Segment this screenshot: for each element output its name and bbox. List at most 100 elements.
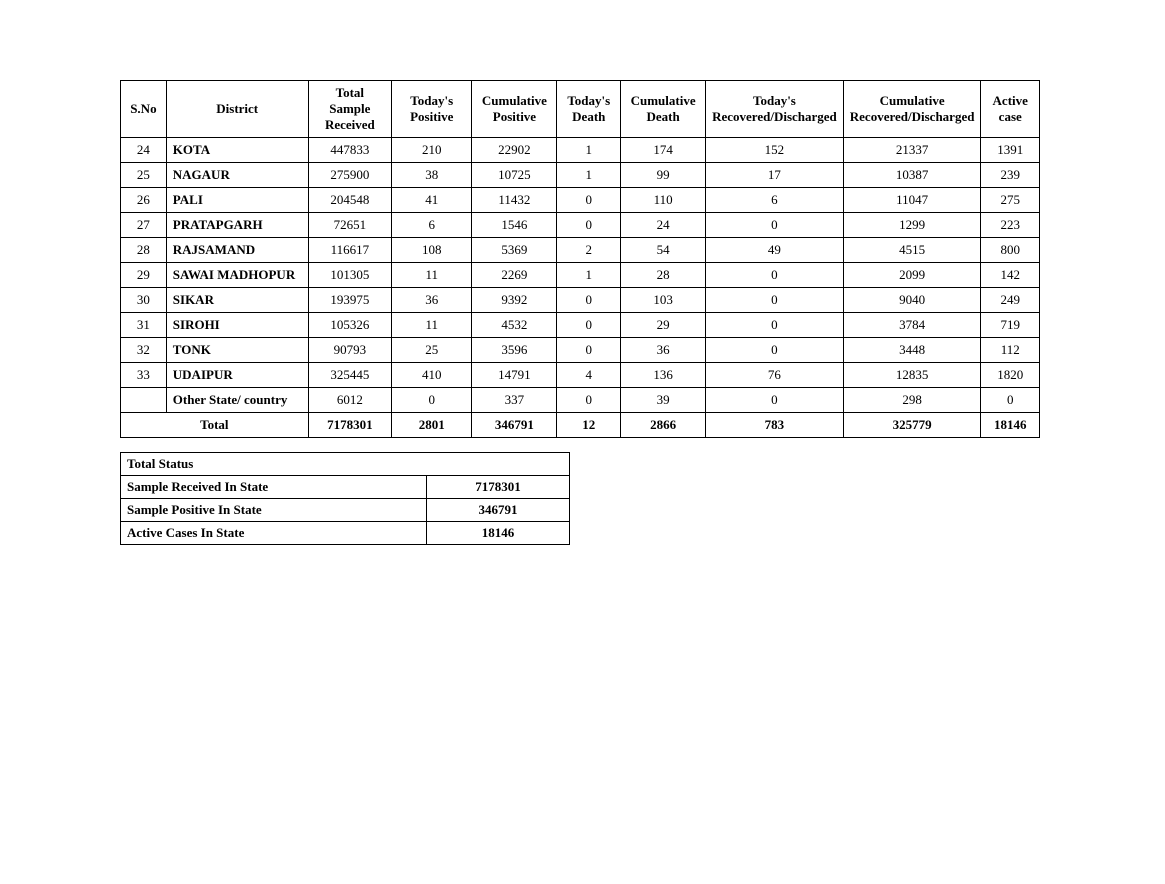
cell-act: 800 bbox=[981, 238, 1040, 263]
status-label: Sample Positive In State bbox=[121, 499, 427, 522]
cell-trec: 0 bbox=[706, 388, 844, 413]
cell-crec: 4515 bbox=[843, 238, 981, 263]
cell-trec: 49 bbox=[706, 238, 844, 263]
cell-sno: 25 bbox=[121, 163, 167, 188]
cell-tpos: 38 bbox=[392, 163, 472, 188]
cell-trec: 0 bbox=[706, 338, 844, 363]
cell-district: SIROHI bbox=[166, 313, 308, 338]
cell-sample: 101305 bbox=[308, 263, 391, 288]
cell-sample: 105326 bbox=[308, 313, 391, 338]
cell-cdth: 103 bbox=[621, 288, 706, 313]
cell-trec: 152 bbox=[706, 138, 844, 163]
status-label: Sample Received In State bbox=[121, 476, 427, 499]
cell-cpos: 5369 bbox=[472, 238, 557, 263]
cell-crec: 3784 bbox=[843, 313, 981, 338]
cell-trec: 76 bbox=[706, 363, 844, 388]
table-row: 28RAJSAMAND1166171085369254494515800 bbox=[121, 238, 1040, 263]
cell-trec: 17 bbox=[706, 163, 844, 188]
col-today-recovered-header: Today's Recovered/Discharged bbox=[706, 81, 844, 138]
page-container: S.No District Total Sample Received Toda… bbox=[0, 0, 1165, 545]
cell-tpos: 25 bbox=[392, 338, 472, 363]
cell-district: PALI bbox=[166, 188, 308, 213]
cell-cpos: 14791 bbox=[472, 363, 557, 388]
total-trec: 783 bbox=[706, 413, 844, 438]
cell-act: 112 bbox=[981, 338, 1040, 363]
table-row: 27PRATAPGARH726516154602401299223 bbox=[121, 213, 1040, 238]
table-row: 33UDAIPUR32544541014791413676128351820 bbox=[121, 363, 1040, 388]
total-label: Total bbox=[121, 413, 309, 438]
col-sno-header: S.No bbox=[121, 81, 167, 138]
col-sample-header: Total Sample Received bbox=[308, 81, 391, 138]
cell-cpos: 3596 bbox=[472, 338, 557, 363]
cell-cdth: 174 bbox=[621, 138, 706, 163]
cell-sample: 447833 bbox=[308, 138, 391, 163]
cell-cdth: 110 bbox=[621, 188, 706, 213]
district-table: S.No District Total Sample Received Toda… bbox=[120, 80, 1040, 438]
cell-tpos: 6 bbox=[392, 213, 472, 238]
cell-tdth: 0 bbox=[557, 388, 621, 413]
cell-tdth: 0 bbox=[557, 213, 621, 238]
cell-cpos: 4532 bbox=[472, 313, 557, 338]
cell-tdth: 1 bbox=[557, 163, 621, 188]
cell-sno: 31 bbox=[121, 313, 167, 338]
cell-tpos: 108 bbox=[392, 238, 472, 263]
cell-sample: 6012 bbox=[308, 388, 391, 413]
cell-sno bbox=[121, 388, 167, 413]
col-today-positive-header: Today's Positive bbox=[392, 81, 472, 138]
cell-cpos: 11432 bbox=[472, 188, 557, 213]
cell-tdth: 1 bbox=[557, 138, 621, 163]
cell-tpos: 410 bbox=[392, 363, 472, 388]
cell-cpos: 2269 bbox=[472, 263, 557, 288]
cell-district: SIKAR bbox=[166, 288, 308, 313]
cell-act: 0 bbox=[981, 388, 1040, 413]
cell-sample: 72651 bbox=[308, 213, 391, 238]
cell-district: SAWAI MADHOPUR bbox=[166, 263, 308, 288]
status-value: 18146 bbox=[427, 522, 570, 545]
cell-cpos: 9392 bbox=[472, 288, 557, 313]
table-row: 29SAWAI MADHOPUR10130511226912802099142 bbox=[121, 263, 1040, 288]
cell-cdth: 24 bbox=[621, 213, 706, 238]
status-value: 7178301 bbox=[427, 476, 570, 499]
cell-tdth: 1 bbox=[557, 263, 621, 288]
cell-trec: 0 bbox=[706, 313, 844, 338]
cell-sno: 27 bbox=[121, 213, 167, 238]
cell-sample: 90793 bbox=[308, 338, 391, 363]
cell-sample: 193975 bbox=[308, 288, 391, 313]
cell-tdth: 0 bbox=[557, 313, 621, 338]
table-row: 31SIROHI10532611453202903784719 bbox=[121, 313, 1040, 338]
cell-act: 249 bbox=[981, 288, 1040, 313]
cell-crec: 11047 bbox=[843, 188, 981, 213]
cell-sample: 275900 bbox=[308, 163, 391, 188]
cell-sno: 28 bbox=[121, 238, 167, 263]
cell-cdth: 29 bbox=[621, 313, 706, 338]
cell-district: RAJSAMAND bbox=[166, 238, 308, 263]
status-title-row: Total Status bbox=[121, 453, 570, 476]
cell-tpos: 41 bbox=[392, 188, 472, 213]
cell-act: 275 bbox=[981, 188, 1040, 213]
cell-sno: 33 bbox=[121, 363, 167, 388]
cell-tpos: 210 bbox=[392, 138, 472, 163]
cell-crec: 1299 bbox=[843, 213, 981, 238]
cell-trec: 0 bbox=[706, 288, 844, 313]
cell-crec: 298 bbox=[843, 388, 981, 413]
cell-cdth: 99 bbox=[621, 163, 706, 188]
cell-act: 1820 bbox=[981, 363, 1040, 388]
cell-district: NAGAUR bbox=[166, 163, 308, 188]
table-row: 30SIKAR193975369392010309040249 bbox=[121, 288, 1040, 313]
col-cumulative-recovered-header: Cumulative Recovered/Discharged bbox=[843, 81, 981, 138]
cell-cpos: 10725 bbox=[472, 163, 557, 188]
cell-tpos: 11 bbox=[392, 263, 472, 288]
table-row: 32TONK9079325359603603448112 bbox=[121, 338, 1040, 363]
cell-tdth: 4 bbox=[557, 363, 621, 388]
cell-tdth: 0 bbox=[557, 188, 621, 213]
col-district-header: District bbox=[166, 81, 308, 138]
status-row: Active Cases In State18146 bbox=[121, 522, 570, 545]
status-row: Sample Received In State7178301 bbox=[121, 476, 570, 499]
table-row: 26PALI20454841114320110611047275 bbox=[121, 188, 1040, 213]
cell-act: 142 bbox=[981, 263, 1040, 288]
cell-tpos: 11 bbox=[392, 313, 472, 338]
table-row: Other State/ country6012033703902980 bbox=[121, 388, 1040, 413]
district-table-body: 24KOTA44783321022902117415221337139125NA… bbox=[121, 138, 1040, 438]
cell-sno: 32 bbox=[121, 338, 167, 363]
cell-cdth: 28 bbox=[621, 263, 706, 288]
